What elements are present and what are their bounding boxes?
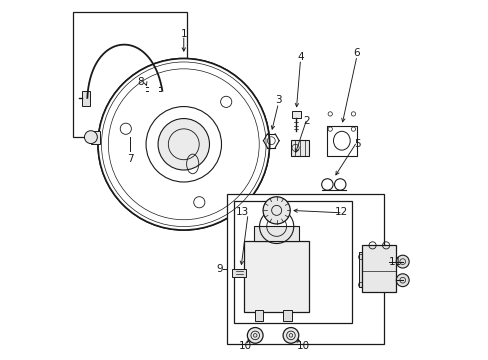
Circle shape: [253, 334, 257, 337]
Circle shape: [263, 197, 290, 224]
Text: 13: 13: [236, 207, 249, 217]
Text: 10: 10: [239, 341, 252, 351]
Circle shape: [288, 334, 292, 337]
Text: 6: 6: [353, 48, 360, 58]
Bar: [231, 269, 246, 277]
Bar: [91, 131, 100, 144]
Circle shape: [395, 274, 408, 287]
Bar: [362, 246, 395, 292]
Bar: [148, 84, 159, 94]
Bar: [358, 252, 365, 287]
Text: 2: 2: [303, 116, 310, 126]
Bar: [73, 12, 187, 137]
Bar: [326, 126, 356, 156]
Bar: [291, 111, 300, 118]
Text: 10: 10: [296, 341, 309, 351]
Bar: [226, 194, 383, 344]
Bar: [290, 140, 308, 156]
Text: 5: 5: [353, 139, 360, 149]
Circle shape: [283, 328, 298, 343]
Text: 3: 3: [275, 95, 281, 105]
Text: 8: 8: [137, 77, 144, 87]
Circle shape: [84, 131, 97, 144]
Bar: [283, 310, 291, 321]
Text: 1: 1: [180, 28, 187, 39]
Circle shape: [395, 255, 408, 268]
Text: 9: 9: [216, 264, 223, 274]
Circle shape: [247, 328, 263, 343]
Bar: [81, 91, 90, 106]
Bar: [254, 310, 263, 321]
Circle shape: [158, 118, 209, 170]
Bar: [254, 226, 299, 241]
Text: 11: 11: [388, 257, 402, 267]
Bar: [244, 241, 308, 312]
Text: 4: 4: [297, 52, 303, 62]
Text: 7: 7: [126, 154, 133, 163]
Text: 12: 12: [334, 207, 347, 217]
Bar: [233, 202, 351, 323]
Circle shape: [98, 59, 269, 230]
